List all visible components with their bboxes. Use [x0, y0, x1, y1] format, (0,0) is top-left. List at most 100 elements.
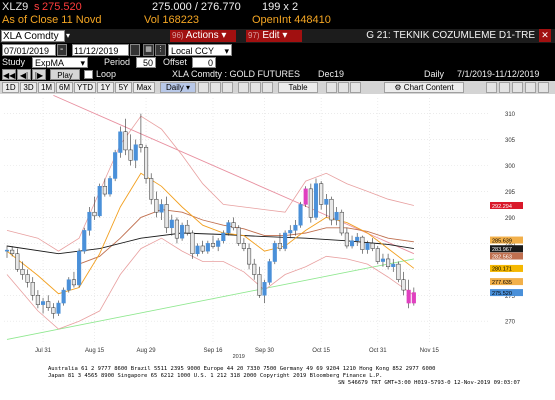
calendar-icon[interactable]: [130, 44, 140, 56]
ticker: XLZ9: [2, 1, 29, 13]
chevron-down-icon: ▾: [186, 83, 191, 92]
price-chart[interactable]: 270275280285290295300305310292.294285.63…: [0, 94, 555, 358]
candle: [174, 219, 179, 239]
gear-icon: ⚙: [394, 83, 402, 92]
candle: [169, 219, 174, 229]
lines-icon[interactable]: [326, 82, 337, 93]
candle: [210, 243, 216, 247]
step-back-icon[interactable]: ◀|: [17, 69, 31, 80]
chart-content-label: Chart Content: [403, 83, 454, 92]
annotate-icon[interactable]: [250, 82, 261, 93]
candle: [97, 186, 102, 217]
candle: [133, 144, 138, 161]
period-label: Period: [104, 57, 131, 67]
study-select[interactable]: ExpMA ▾: [32, 57, 88, 68]
candle: [288, 230, 293, 234]
actions-button[interactable]: 96) Actions ▾: [170, 30, 236, 42]
period-input[interactable]: 50: [136, 57, 156, 68]
contract-label: Dec19: [318, 69, 345, 79]
candle: [267, 261, 272, 283]
zoom-icon[interactable]: [262, 82, 273, 93]
bollinger-upper: [6, 115, 414, 252]
security-input[interactable]: XLA Comdty: [1, 30, 65, 42]
chart-toolbar: 1D 3D 1M 6M YTD 1Y 5Y Max Daily ▾ Table …: [0, 81, 555, 94]
expand-icon[interactable]: [512, 82, 523, 93]
candle: [386, 258, 391, 267]
chart-content-button[interactable]: ⚙ Chart Content: [384, 82, 464, 93]
candle: [149, 178, 154, 200]
calendar-icon[interactable]: [57, 44, 67, 56]
line-chart-icon[interactable]: [210, 82, 221, 93]
security-dropdown-icon[interactable]: ▾: [66, 31, 71, 40]
draw-icon[interactable]: [238, 82, 249, 93]
candle: [303, 188, 308, 205]
candle: [370, 243, 375, 249]
period-1m[interactable]: 1M: [38, 82, 55, 93]
settings-icon[interactable]: [499, 82, 510, 93]
offset-input[interactable]: 0: [192, 57, 216, 68]
end-date-input[interactable]: 11/12/2019: [72, 44, 129, 56]
table-button[interactable]: Table: [278, 82, 318, 93]
candle: [283, 232, 288, 249]
candle: [298, 204, 303, 226]
period-ytd[interactable]: YTD: [74, 82, 96, 93]
export-icon[interactable]: [525, 82, 536, 93]
offset-label: Offset: [163, 57, 187, 67]
candle: [107, 178, 113, 195]
candle: [319, 183, 324, 205]
candle: [4, 249, 10, 252]
candle-icon[interactable]: [198, 82, 209, 93]
candle: [231, 222, 236, 229]
trendline-down: [53, 94, 415, 255]
period-1y[interactable]: 1Y: [97, 82, 114, 93]
bar-chart-icon[interactable]: [222, 82, 233, 93]
price-label-box: [490, 252, 523, 260]
y-tick-label: 295: [505, 190, 516, 196]
chevron-down-icon: ▾: [80, 58, 85, 68]
period-6m[interactable]: 6M: [56, 82, 73, 93]
bid-ask-size: 199 x 2: [262, 1, 299, 13]
candle: [41, 301, 46, 305]
edit-button[interactable]: 97) Edit ▾: [246, 30, 302, 42]
link-icon[interactable]: [486, 82, 497, 93]
loop-checkbox[interactable]: [84, 70, 93, 79]
rewind-icon[interactable]: ◀◀: [2, 69, 16, 80]
layers-icon[interactable]: [350, 82, 361, 93]
close-icon[interactable]: ✕: [539, 29, 551, 42]
x-tick-label: Jul 31: [35, 348, 52, 354]
text-icon[interactable]: [338, 82, 349, 93]
frequency-select[interactable]: Daily ▾: [160, 82, 196, 93]
bar-style-icon[interactable]: ▦: [143, 44, 154, 56]
candle: [118, 131, 123, 153]
play-button[interactable]: Play: [50, 69, 80, 80]
candle: [257, 274, 262, 296]
currency-select[interactable]: Local CCY ▾: [168, 44, 232, 56]
help-icon[interactable]: [538, 82, 549, 93]
candle: [46, 301, 51, 308]
candle: [308, 188, 313, 218]
footer: Australia 61 2 9777 8600 Brazil 5511 239…: [0, 358, 555, 400]
period-5y[interactable]: 5Y: [115, 82, 132, 93]
x-tick-label: Sep 16: [203, 348, 223, 354]
step-forward-icon[interactable]: |▶: [32, 69, 46, 80]
candle: [401, 279, 406, 291]
candle: [35, 295, 40, 305]
security-bar: XLA Comdty ▾ 96) Actions ▾ 97) Edit ▾ G …: [0, 29, 555, 43]
candle: [195, 245, 200, 254]
start-date-input[interactable]: 07/01/2019: [2, 44, 56, 56]
candle: [277, 243, 282, 249]
period-3d[interactable]: 3D: [20, 82, 37, 93]
candle: [51, 307, 56, 314]
y-tick-label: 310: [505, 112, 516, 118]
play-row: ◀◀ ◀| |▶ Play Loop XLA Comdty : GOLD FUT…: [0, 69, 555, 81]
period-1d[interactable]: 1D: [2, 82, 19, 93]
grid-icon[interactable]: ⋮: [155, 44, 166, 56]
period-max[interactable]: Max: [133, 82, 155, 93]
price-label: 280.171: [492, 267, 512, 273]
candle: [262, 282, 267, 296]
actions-number: 96): [172, 31, 184, 40]
x-tick-label: Oct 31: [369, 348, 387, 354]
candle: [205, 243, 210, 252]
study-value: ExpMA: [35, 58, 65, 68]
candle: [123, 131, 128, 151]
